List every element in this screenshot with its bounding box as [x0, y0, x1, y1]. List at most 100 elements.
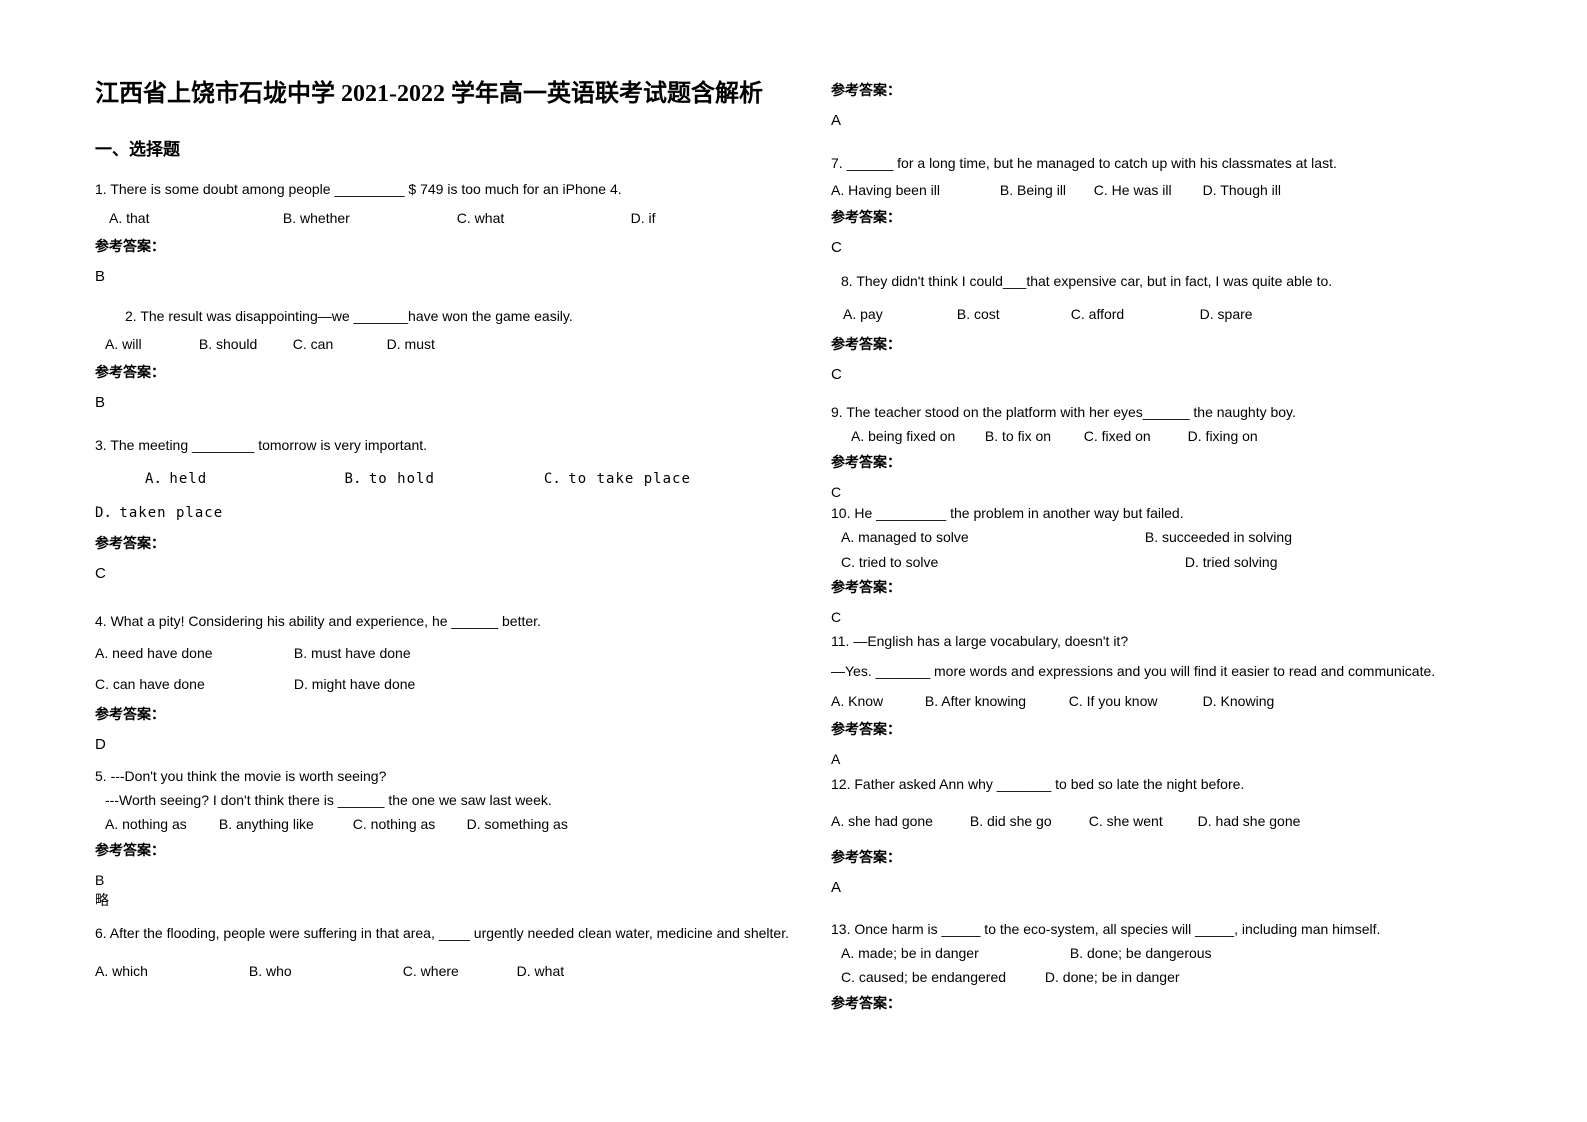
option-b: B. must have done — [294, 639, 411, 668]
question-text: 12. Father asked Ann why _______ to bed … — [831, 769, 1527, 800]
option-d: D．taken place — [95, 497, 223, 529]
answer-value: A — [831, 879, 1527, 896]
option-a: A. being fixed on — [851, 425, 981, 447]
page-container: 江西省上饶市石垅中学 2021-2022 学年高一英语联考试题含解析 一、选择题… — [0, 0, 1587, 1122]
option-b: B. should — [199, 331, 289, 358]
question-text: 13. Once harm is _____ to the eco-system… — [831, 918, 1527, 940]
answer-label: 参考答案： — [831, 719, 1527, 739]
question-text-2: —Yes. _______ more words and expressions… — [831, 657, 1527, 685]
question-text: 7. ______ for a long time, but he manage… — [831, 151, 1527, 176]
question-text-1: 5. ---Don't you think the movie is worth… — [95, 765, 791, 787]
option-c: C．to take place — [544, 463, 691, 495]
question-12: 12. Father asked Ann why _______ to bed … — [831, 769, 1527, 837]
option-c: C. afford — [1071, 299, 1196, 330]
option-b: B. anything like — [219, 813, 349, 835]
answer-value: C — [831, 609, 1527, 625]
skip-note: 略 — [95, 890, 791, 910]
answer-label: 参考答案： — [831, 847, 1527, 867]
option-d: D. Though ill — [1203, 178, 1281, 203]
question-text: 4. What a pity! Considering his ability … — [95, 607, 791, 636]
question-3: 3. The meeting ________ tomorrow is very… — [95, 429, 791, 530]
option-d: D. Knowing — [1203, 687, 1275, 715]
option-c: C. If you know — [1069, 687, 1199, 715]
question-options-row2: C. caused; be endangered D. done; be in … — [831, 966, 1527, 988]
option-c: C. nothing as — [353, 813, 463, 835]
option-d: D. something as — [467, 813, 568, 835]
question-1: 1. There is some doubt among people ____… — [95, 176, 791, 231]
question-10: 10. He _________ the problem in another … — [831, 502, 1527, 573]
question-11: 11. —English has a large vocabulary, doe… — [831, 627, 1527, 715]
option-d: D. if — [631, 205, 656, 232]
option-a: A. that — [109, 205, 279, 232]
question-options: A. she had gone B. did she go C. she wen… — [831, 806, 1527, 837]
answer-label: 参考答案： — [831, 334, 1527, 354]
option-a: A．held — [145, 463, 335, 495]
option-d: D. tried solving — [1185, 551, 1278, 573]
answer-label: 参考答案： — [95, 533, 791, 553]
answer-value: D — [95, 736, 791, 753]
option-a: A. managed to solve — [841, 526, 1141, 548]
option-b: B．to hold — [344, 463, 534, 495]
option-d: D. done; be in danger — [1045, 966, 1180, 988]
answer-label: 参考答案： — [95, 704, 791, 724]
option-c: C. can have done — [95, 670, 290, 699]
option-b: B. who — [249, 956, 399, 987]
option-b: B. cost — [957, 299, 1067, 330]
question-options: A．held B．to hold C．to take place — [95, 463, 791, 495]
answer-label: 参考答案： — [831, 80, 1527, 100]
option-a: A. Having been ill — [831, 178, 996, 203]
option-a: A. she had gone — [831, 806, 966, 837]
option-b: B. Being ill — [1000, 178, 1090, 203]
option-c: C. where — [403, 956, 513, 987]
question-text: 9. The teacher stood on the platform wit… — [831, 401, 1527, 423]
question-9: 9. The teacher stood on the platform wit… — [831, 401, 1527, 448]
option-d: D. might have done — [294, 670, 415, 699]
question-7: 7. ______ for a long time, but he manage… — [831, 151, 1527, 203]
question-options: A. being fixed on B. to fix on C. fixed … — [831, 425, 1527, 447]
answer-value: A — [831, 751, 1527, 767]
option-c: C. what — [457, 205, 627, 232]
answer-value: B — [95, 394, 791, 411]
answer-value: C — [831, 366, 1527, 383]
question-text: 3. The meeting ________ tomorrow is very… — [95, 429, 791, 461]
question-text: 8. They didn't think I could___that expe… — [831, 266, 1527, 297]
question-13: 13. Once harm is _____ to the eco-system… — [831, 918, 1527, 989]
question-text: 6. After the flooding, people were suffe… — [95, 918, 791, 949]
question-text-1: 11. —English has a large vocabulary, doe… — [831, 627, 1527, 655]
answer-label: 参考答案： — [831, 207, 1527, 227]
option-c: C. she went — [1089, 806, 1194, 837]
option-a: A. which — [95, 956, 245, 987]
answer-value: C — [95, 565, 791, 582]
answer-value: B — [95, 872, 791, 888]
option-c: C. caused; be endangered — [841, 966, 1041, 988]
left-column: 江西省上饶市石垅中学 2021-2022 学年高一英语联考试题含解析 一、选择题… — [95, 75, 821, 1072]
question-options: A. nothing as B. anything like C. nothin… — [95, 813, 791, 835]
question-options: A. pay B. cost C. afford D. spare — [831, 299, 1527, 330]
option-a: A. pay — [843, 299, 953, 330]
option-b: B. done; be dangerous — [1070, 942, 1212, 964]
option-a: A. Know — [831, 687, 921, 715]
answer-label: 参考答案： — [831, 993, 1527, 1013]
question-text: 1. There is some doubt among people ____… — [95, 176, 791, 203]
question-options-line2: D．taken place — [95, 497, 791, 529]
question-8: 8. They didn't think I could___that expe… — [831, 266, 1527, 330]
right-column: 参考答案： A 7. ______ for a long time, but h… — [821, 75, 1527, 1072]
question-text: 10. He _________ the problem in another … — [831, 502, 1527, 524]
document-title: 江西省上饶市石垅中学 2021-2022 学年高一英语联考试题含解析 — [95, 75, 791, 113]
option-d: D. had she gone — [1198, 806, 1301, 837]
question-text-2: ---Worth seeing? I don't think there is … — [95, 789, 791, 811]
answer-value: B — [95, 268, 791, 285]
question-options-row2: C. can have done D. might have done — [95, 670, 791, 699]
option-d: D. fixing on — [1188, 425, 1258, 447]
answer-label: 参考答案： — [95, 236, 791, 256]
option-c: C. He was ill — [1094, 178, 1199, 203]
answer-label: 参考答案： — [831, 452, 1527, 472]
option-c: C. can — [293, 331, 383, 358]
option-d: D. must — [387, 331, 435, 358]
answer-value: C — [831, 239, 1527, 256]
option-b: B. whether — [283, 205, 453, 232]
question-options: A. which B. who C. where D. what — [95, 956, 791, 987]
question-options-row1: A. managed to solve B. succeeded in solv… — [831, 526, 1527, 548]
option-c: C. fixed on — [1084, 425, 1184, 447]
option-b: B. did she go — [970, 806, 1085, 837]
